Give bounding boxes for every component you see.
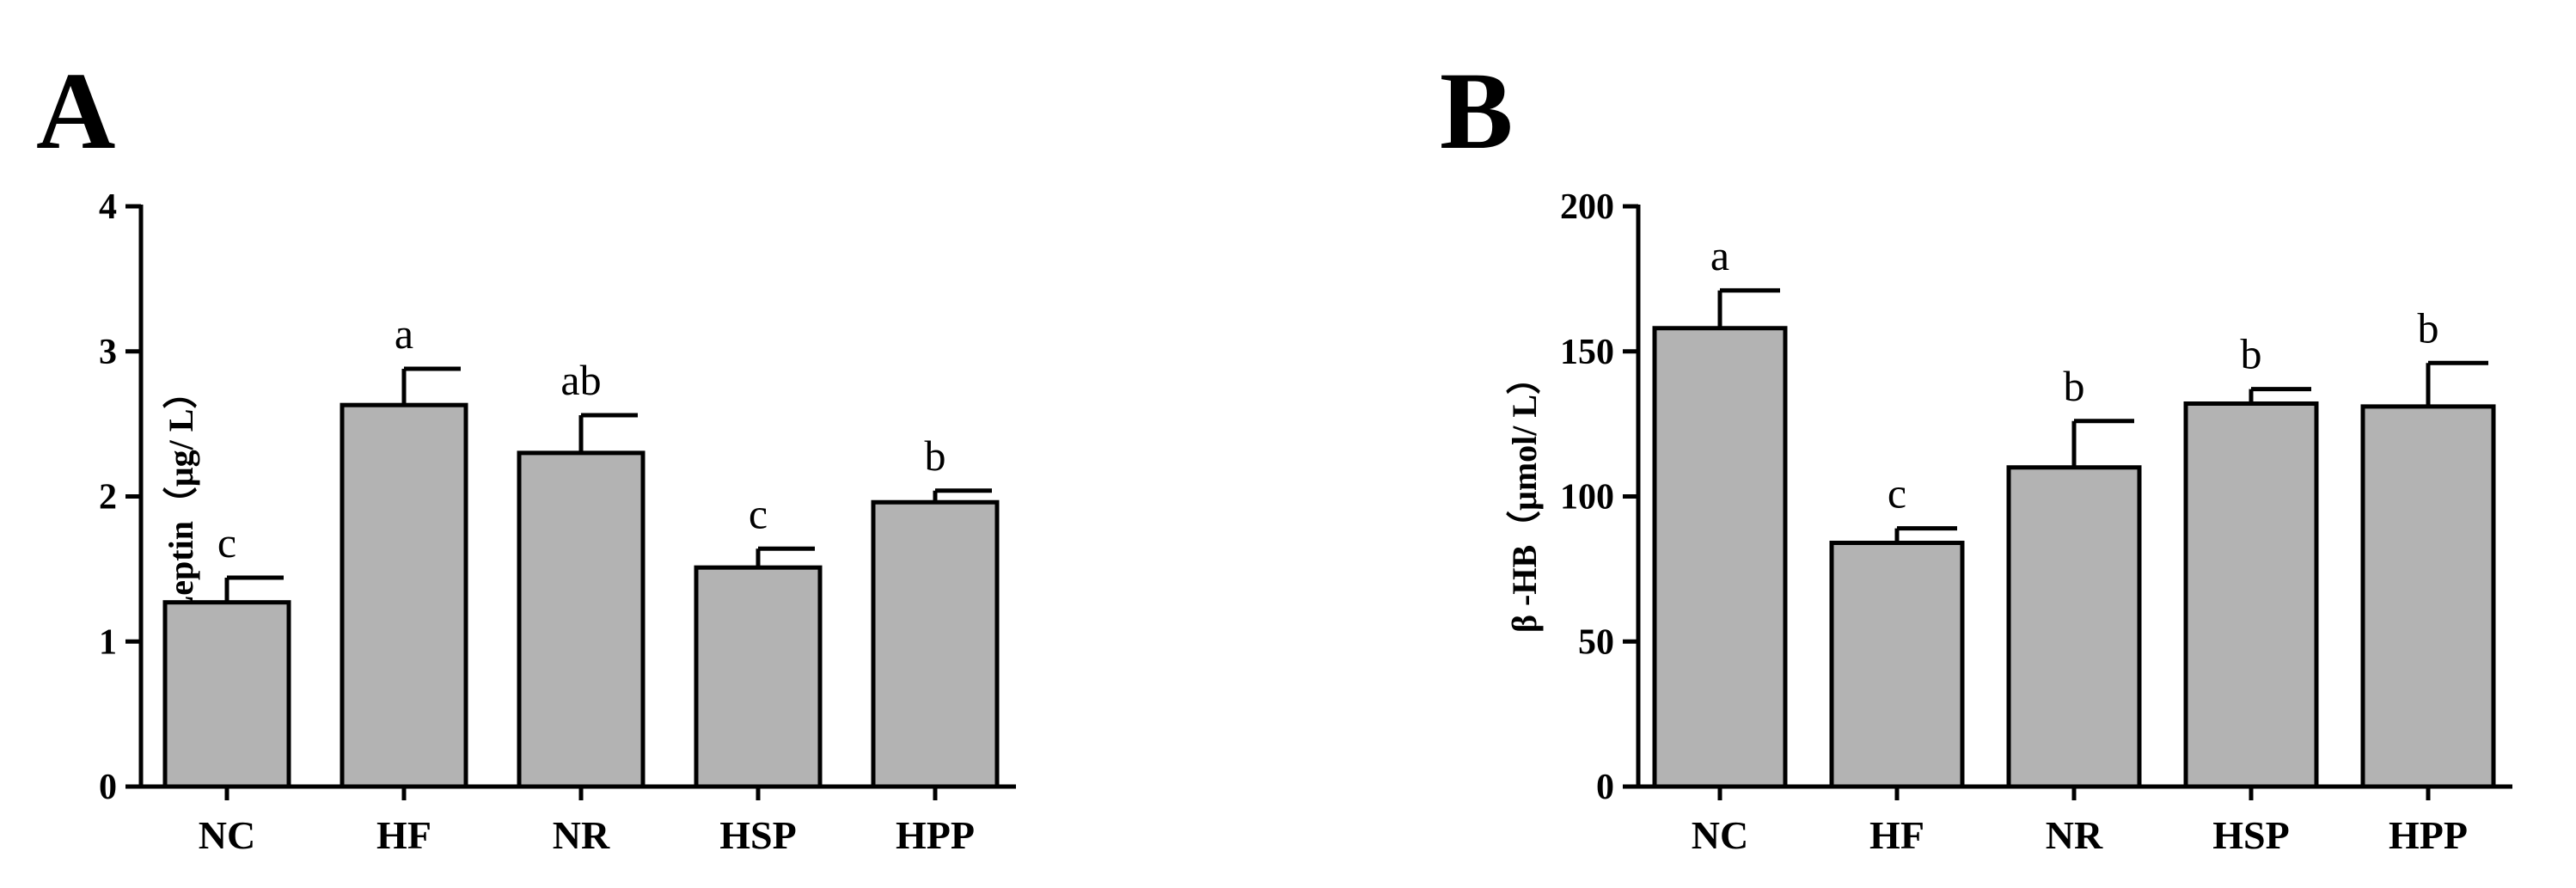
significance-label: c xyxy=(1888,469,1906,517)
significance-label: c xyxy=(749,489,768,537)
bar xyxy=(2006,465,2142,789)
y-tick-label: 50 xyxy=(1578,622,1614,662)
y-tick-label: 0 xyxy=(99,768,117,807)
y-tick-label: 100 xyxy=(1560,478,1614,517)
y-tick-label: 0 xyxy=(1596,768,1614,807)
x-tick-label: NC xyxy=(199,813,255,857)
bar xyxy=(2183,401,2319,789)
y-tick-label: 2 xyxy=(99,478,117,517)
y-tick-label: 4 xyxy=(99,187,117,227)
panel-letter: B xyxy=(1440,50,1513,172)
bar xyxy=(1652,326,1788,789)
significance-label: b xyxy=(925,432,946,480)
y-axis-title: β -HB（μmol/ L） xyxy=(1505,360,1544,633)
bar xyxy=(340,402,468,789)
significance-label: c xyxy=(217,518,236,566)
bar xyxy=(2360,404,2496,789)
bar xyxy=(871,499,1000,789)
y-tick-label: 150 xyxy=(1560,333,1614,372)
significance-label: b xyxy=(2064,362,2085,410)
bar xyxy=(694,565,823,789)
panel-letter: A xyxy=(36,50,115,172)
x-tick-label: NR xyxy=(2046,813,2103,857)
bar xyxy=(1829,541,1965,789)
y-tick-label: 3 xyxy=(99,333,117,372)
y-axis-title: Leptin（μg/ L） xyxy=(162,375,200,619)
x-tick-label: HSP xyxy=(719,813,796,857)
x-tick-label: HF xyxy=(376,813,431,857)
significance-label: b xyxy=(2241,330,2262,378)
y-tick-label: 1 xyxy=(99,622,117,662)
x-tick-label: HF xyxy=(1869,813,1924,857)
y-tick-label: 200 xyxy=(1560,187,1614,227)
x-tick-label: NC xyxy=(1692,813,1748,857)
x-tick-label: HPP xyxy=(2389,813,2468,857)
x-tick-label: NR xyxy=(553,813,610,857)
x-tick-label: HSP xyxy=(2212,813,2289,857)
bar xyxy=(162,600,291,789)
significance-label: ab xyxy=(560,356,601,404)
significance-label: a xyxy=(1710,231,1729,279)
panel-b: Bβ -HB（μmol/ L） 0 50 100 150 200 a NC c HF b NR b HSP… xyxy=(1440,50,2512,857)
significance-label: a xyxy=(395,309,413,358)
bar xyxy=(517,450,646,789)
x-tick-label: HPP xyxy=(896,813,975,857)
panel-a: A Leptin（μg/ L） 0 1 2 3 4 c NC a HF ab NR c HSP b HPP xyxy=(36,50,1016,857)
significance-label: b xyxy=(2418,303,2439,352)
